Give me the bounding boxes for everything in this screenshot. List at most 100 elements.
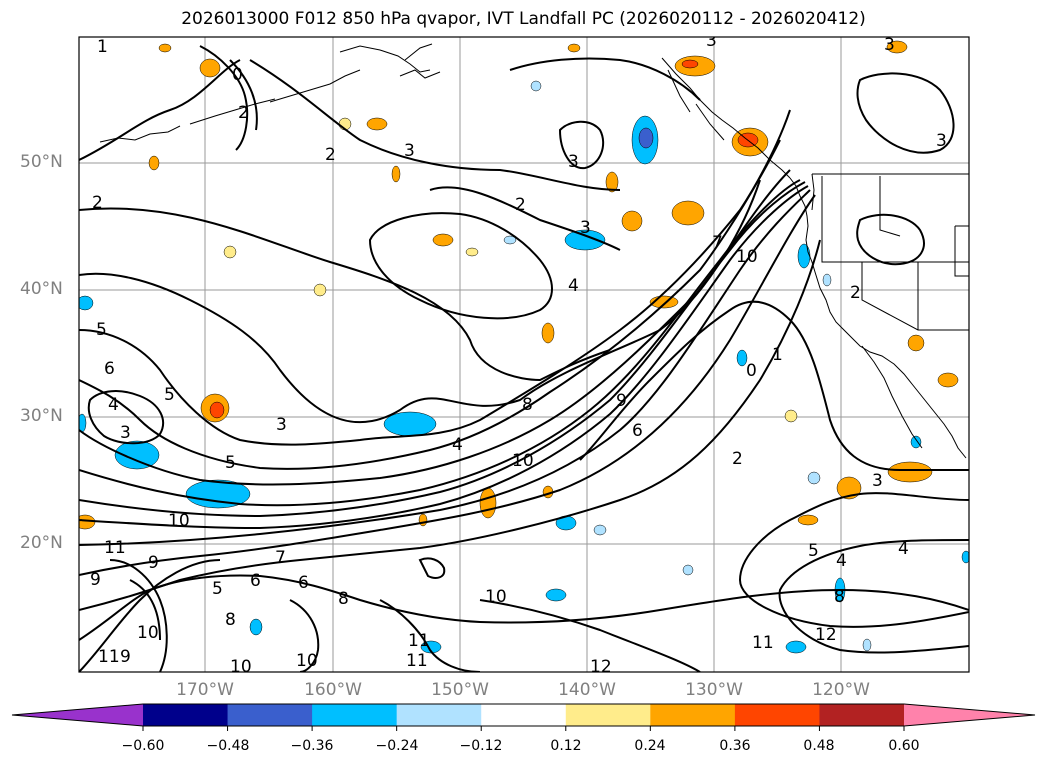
negative-anomaly	[682, 564, 694, 576]
negative-anomaly	[545, 588, 567, 602]
positive-anomaly	[199, 58, 221, 78]
contour-label: 3	[120, 423, 131, 443]
map-frame	[78, 36, 970, 673]
contour-label: 7	[275, 548, 286, 568]
lat-label: 50°N	[20, 152, 63, 172]
map-content: 1 0 2 2 3 3 3 2 3 4 5 6 4 3 5 3 5 9 10 1…	[79, 31, 969, 672]
contour-label: 5	[212, 579, 223, 599]
colorbar-extend-low	[12, 704, 143, 726]
colorbar-tick-label: 0.24	[634, 738, 666, 754]
contour-label: 9	[616, 391, 627, 411]
negative-anomaly	[564, 229, 606, 251]
contour-label: 5	[225, 453, 236, 473]
negative-anomaly	[593, 524, 607, 536]
contour-label: 3	[580, 218, 591, 238]
colorbar-ticks	[142, 726, 905, 731]
contour-lines	[79, 45, 969, 672]
positive-anomaly	[937, 372, 959, 388]
contour-label: 9	[90, 570, 101, 590]
positive-anomaly	[209, 401, 225, 419]
contour-label: 8	[522, 395, 533, 415]
colorbar-tick-label: 0.12	[550, 738, 582, 754]
contour-label: 7	[712, 233, 723, 253]
contour-label: 0	[232, 65, 243, 85]
positive-anomaly	[223, 245, 237, 259]
contour-label: 11	[104, 538, 126, 558]
contour-label: 10	[296, 651, 318, 671]
negative-anomaly	[249, 618, 263, 636]
contour-label: 3	[706, 31, 717, 51]
colorbar-tick-label: −0.36	[290, 738, 334, 754]
colorbar-segments	[143, 704, 905, 726]
contour-label: 8	[338, 589, 349, 609]
colorbar-segment	[143, 704, 229, 726]
contour-label: 4	[108, 395, 119, 415]
positive-anomaly	[887, 461, 933, 483]
colorbar-tick-label: 0.48	[803, 738, 835, 754]
lat-label: 30°N	[20, 406, 63, 426]
positive-anomaly	[148, 155, 160, 171]
lat-label: 20°N	[20, 533, 63, 553]
positive-anomaly	[886, 40, 908, 54]
negative-anomaly	[530, 80, 542, 92]
negative-anomaly	[79, 295, 94, 311]
colorbar-segment	[565, 704, 651, 726]
contour-label: 5	[96, 320, 107, 340]
contour-label: 3	[884, 35, 895, 55]
contour-label: 0	[746, 361, 757, 381]
negative-anomaly	[822, 273, 832, 287]
contour-label: 2	[92, 193, 103, 213]
colorbar-extend-high	[904, 704, 1035, 726]
contour-label: 1	[772, 345, 783, 365]
positive-anomaly	[681, 59, 699, 69]
contour-label: 3	[568, 152, 579, 172]
contour-label: 11	[408, 631, 430, 651]
positive-anomaly	[621, 210, 643, 232]
colorbar-tick-label: −0.48	[206, 738, 250, 754]
positive-anomaly	[418, 513, 428, 527]
lon-label: 150°W	[431, 680, 489, 700]
colorbar-segment	[481, 704, 567, 726]
contour-label: 10	[512, 451, 534, 471]
lon-label: 140°W	[558, 680, 616, 700]
contour-label: 10	[485, 587, 507, 607]
positive-anomaly	[366, 117, 388, 131]
negative-anomaly	[862, 638, 872, 652]
positive-anomaly	[158, 43, 172, 53]
negative-anomaly	[910, 435, 922, 449]
colorbar-tick-label: −0.24	[375, 738, 419, 754]
lon-label: 170°W	[176, 680, 234, 700]
positive-anomaly	[671, 200, 705, 226]
shaded-anomalies	[79, 40, 969, 654]
contour-label: 6	[104, 359, 115, 379]
negative-anomaly	[785, 640, 807, 654]
contour-label: 10	[736, 247, 758, 267]
lon-label: 120°W	[812, 680, 870, 700]
contour-label: 11	[406, 651, 428, 671]
contour-label: 6	[632, 421, 643, 441]
positive-anomaly	[605, 171, 619, 193]
negative-anomaly	[961, 550, 969, 564]
contour-label: 12	[815, 625, 837, 645]
colorbar-segment	[734, 704, 820, 726]
lon-label: 160°W	[304, 680, 362, 700]
contour-label: 2	[325, 145, 336, 165]
contour-label: 9	[120, 647, 131, 667]
contour-label: 2	[850, 283, 861, 303]
colorbar-segment	[227, 704, 313, 726]
contour-label: 1	[97, 37, 108, 57]
contour-label: 8	[225, 610, 236, 630]
positive-anomaly	[79, 514, 96, 530]
contour-label: 3	[872, 471, 883, 491]
negative-anomaly	[114, 440, 160, 470]
positive-anomaly	[465, 247, 479, 257]
contour-label: 4	[836, 551, 847, 571]
contour-label-group: 1 0 2 2 3 3 3 2 3 4 5 6 4 3 5 3 5 9 10 1…	[90, 31, 947, 672]
colorbar-segment	[312, 704, 398, 726]
contour-label: 11	[98, 647, 120, 667]
contour-label: 5	[808, 541, 819, 561]
contour-label: 2	[238, 103, 249, 123]
map-title: 2026013000 F012 850 hPa qvapor, IVT Land…	[181, 9, 866, 29]
positive-anomaly	[541, 322, 555, 344]
positive-anomaly	[836, 476, 862, 500]
